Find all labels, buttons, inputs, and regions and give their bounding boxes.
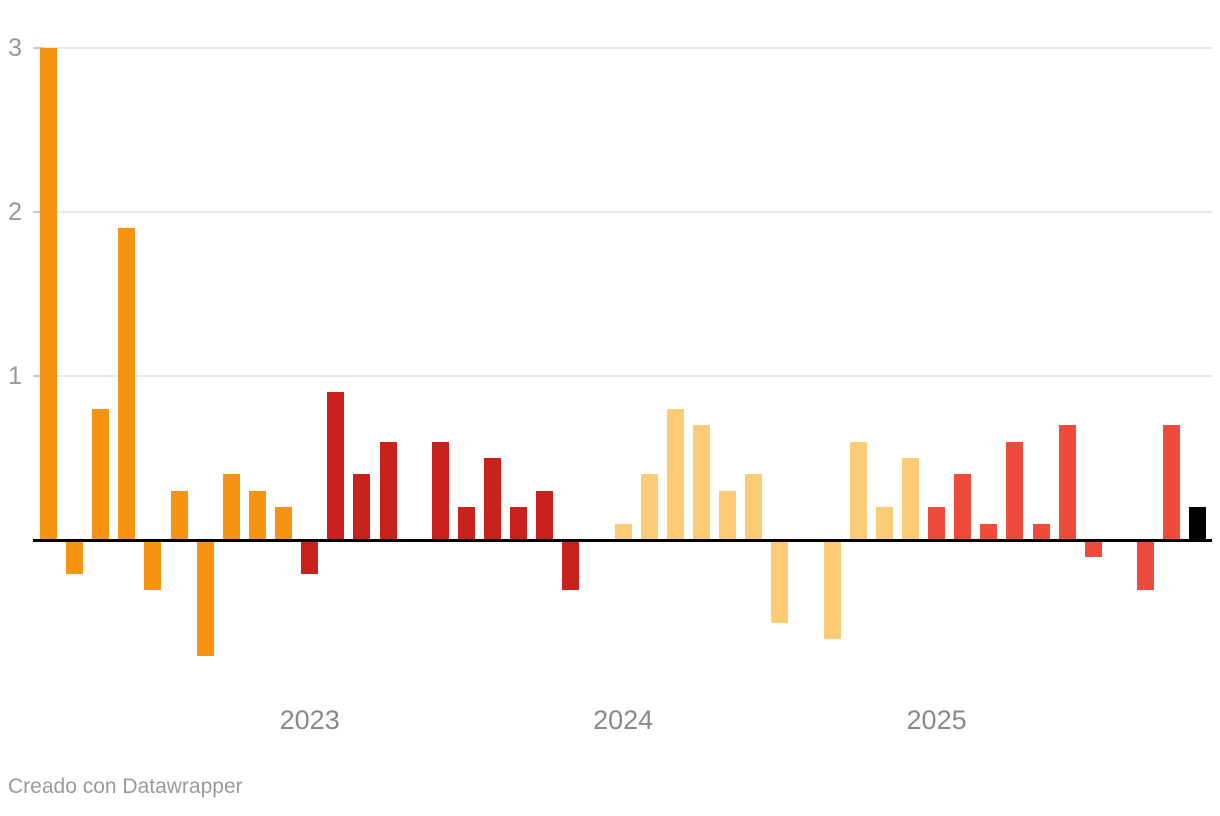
bar[interactable]: [1163, 425, 1181, 540]
y-axis-label-3: 3: [8, 34, 22, 62]
bar[interactable]: [431, 441, 449, 540]
bar[interactable]: [484, 458, 502, 540]
bar[interactable]: [875, 507, 893, 540]
bar[interactable]: [170, 490, 188, 540]
bar[interactable]: [536, 490, 554, 540]
bar[interactable]: [118, 228, 136, 540]
bar[interactable]: [92, 408, 110, 540]
bar[interactable]: [928, 507, 946, 540]
bar[interactable]: [301, 541, 319, 574]
bar[interactable]: [614, 523, 632, 540]
x-axis-label-2024: 2024: [593, 705, 654, 735]
y-axis-label-2: 2: [8, 198, 22, 226]
bar[interactable]: [40, 48, 57, 540]
bar[interactable]: [771, 541, 789, 623]
bar[interactable]: [353, 474, 371, 540]
bar[interactable]: [222, 474, 240, 540]
bar[interactable]: [719, 490, 737, 540]
bar[interactable]: [693, 425, 710, 540]
y-axis-label-1: 1: [8, 362, 22, 390]
bar[interactable]: [1006, 441, 1024, 540]
gridline-y1: [33, 375, 1212, 377]
bar[interactable]: [379, 441, 397, 540]
bar[interactable]: [1058, 425, 1076, 540]
bar[interactable]: [823, 541, 841, 640]
gridline-y3: [33, 47, 1212, 49]
bar[interactable]: [954, 474, 972, 540]
x-axis-label-2023: 2023: [279, 705, 340, 735]
bar[interactable]: [1189, 507, 1207, 540]
bar[interactable]: [66, 541, 84, 574]
bar[interactable]: [457, 507, 475, 540]
bar[interactable]: [510, 507, 528, 540]
bar[interactable]: [275, 507, 293, 540]
bar[interactable]: [248, 490, 266, 540]
x-axis-baseline: [33, 539, 1212, 542]
y-tick-2: [33, 211, 44, 213]
bar[interactable]: [666, 408, 684, 540]
bar[interactable]: [745, 474, 763, 540]
bar[interactable]: [901, 458, 919, 540]
x-axis-label-2025: 2025: [906, 705, 967, 735]
bar[interactable]: [144, 541, 162, 591]
bar[interactable]: [562, 541, 580, 591]
bar[interactable]: [1137, 541, 1155, 591]
gridline-y2: [33, 211, 1212, 213]
bar[interactable]: [980, 523, 998, 540]
bar[interactable]: [196, 541, 214, 656]
bar[interactable]: [327, 392, 345, 540]
bar[interactable]: [1032, 523, 1050, 540]
bar[interactable]: [640, 474, 658, 540]
attribution-text: Creado con Datawrapper: [8, 775, 243, 798]
bar[interactable]: [1084, 541, 1102, 558]
y-tick-1: [33, 375, 44, 377]
y-tick-3: [33, 47, 44, 49]
bar[interactable]: [849, 441, 867, 540]
